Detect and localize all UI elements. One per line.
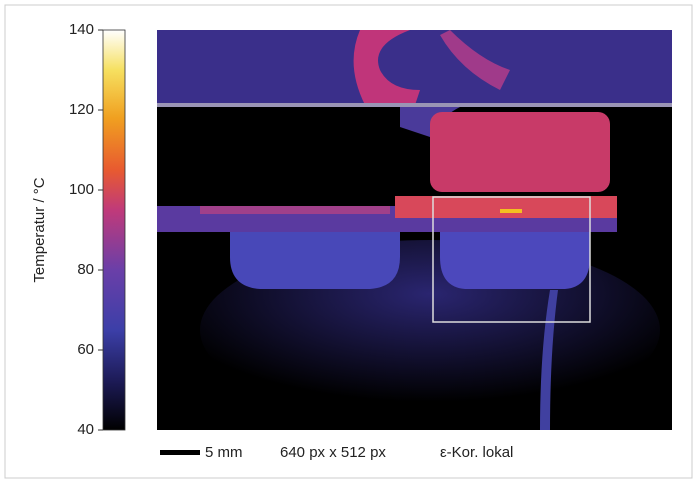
resolution: 640 px x 512 px (280, 444, 386, 461)
tick-label: 100 (69, 181, 94, 198)
scale-bar (160, 450, 200, 455)
tick-label: 140 (69, 21, 94, 38)
scale-label: 5 mm (205, 444, 243, 461)
colorbar (103, 30, 125, 430)
tick-label: 120 (69, 101, 94, 118)
tick-label: 40 (77, 421, 94, 438)
tick-label: 60 (77, 341, 94, 358)
figure: 40 60 80 100 120 140 Temperatur / °C 5 mm 640… (0, 0, 697, 483)
colorbar-ticks: 40 60 80 100 120 140 (69, 21, 103, 438)
tick-label: 80 (77, 261, 94, 278)
thermal-image (157, 30, 672, 430)
emissivity-correction: ε-Kor. lokal (440, 444, 513, 461)
colorbar-label: Temperatur / °C (31, 177, 48, 282)
